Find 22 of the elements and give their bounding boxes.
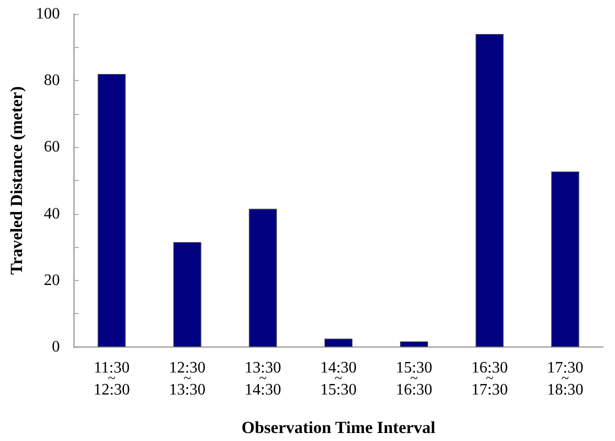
x-tick-label: 14:30~15:30 [320, 360, 357, 398]
bar [324, 338, 352, 347]
bar [98, 74, 126, 347]
y-tick-label: 20 [44, 272, 60, 289]
y-tick-label: 80 [44, 72, 60, 90]
y-axis-title: Traveled Distance (meter) [7, 86, 26, 275]
x-tick-label: 11:30~12:30 [93, 360, 130, 398]
bar [173, 242, 202, 347]
bar [248, 208, 277, 347]
x-tick-label: 13:30~14:30 [244, 360, 282, 398]
bar [400, 341, 428, 347]
bar [551, 172, 580, 347]
x-tick-label: 16:30~17:30 [471, 360, 508, 398]
x-tick-label: 12:30~13:30 [169, 360, 206, 398]
y-tick-label: 60 [44, 138, 60, 156]
y-tick-label: 100 [36, 6, 60, 22]
x-tick-label: 17:30~18:30 [546, 360, 584, 398]
bar [476, 34, 504, 347]
x-axis-title: Observation Time Interval [241, 418, 436, 437]
y-tick-label: 0 [52, 338, 60, 356]
y-tick-label: 40 [44, 205, 60, 222]
x-tick-label: 15:30~16:30 [396, 360, 432, 398]
